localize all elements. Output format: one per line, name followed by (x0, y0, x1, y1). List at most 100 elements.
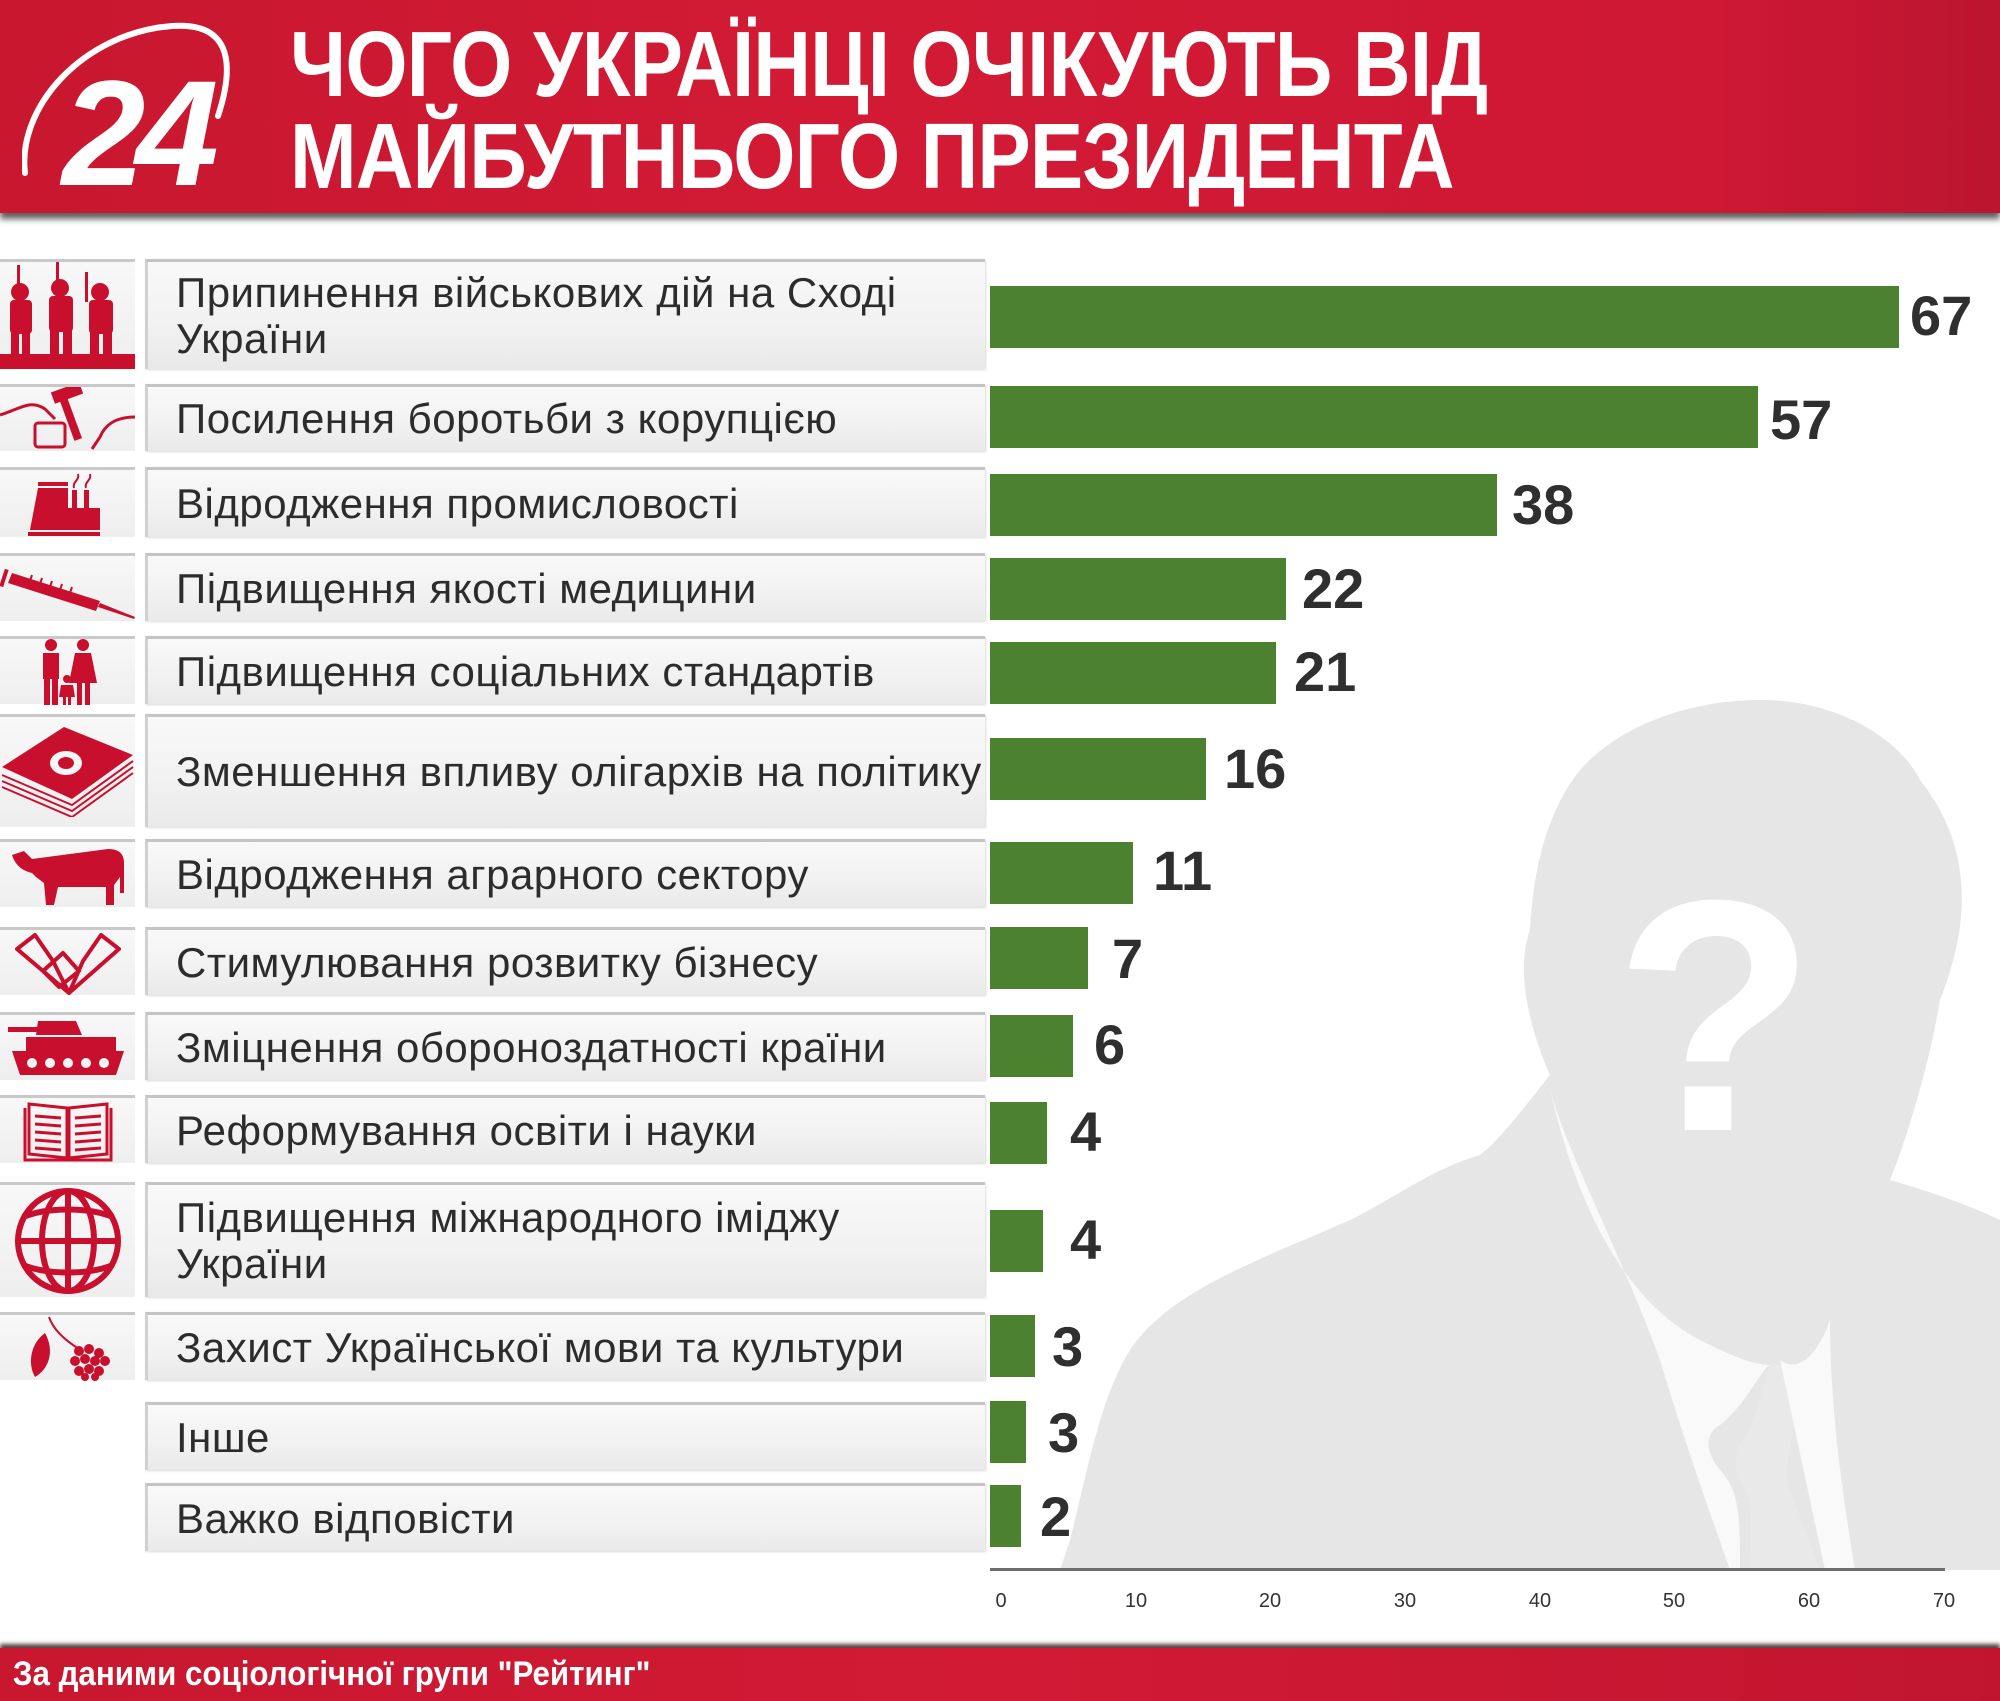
row-label: Посилення боротьби з корупцією (176, 395, 838, 442)
bar-value: 11 (1153, 839, 1213, 902)
x-tick-label: 70 (1932, 1590, 1956, 1612)
row-label-box: Підвищення міжнародного іміджу України (145, 1182, 985, 1297)
soldiers-icon (0, 262, 135, 369)
chart-row: Посилення боротьби з корупцією (0, 384, 1000, 451)
row-icon-box (0, 1012, 135, 1080)
row-icon-box (0, 839, 135, 907)
bar-value: 21 (1294, 640, 1357, 703)
bar-value: 4 (1070, 1208, 1102, 1271)
title-line-1: ЧОГО УКРАЇНЦІ ОЧІКУЮТЬ ВІД (290, 12, 1488, 116)
chart-row: Відродження аграрного сектору (0, 839, 1000, 907)
row-label-box: Підвищення соціальних стандартів (145, 636, 985, 704)
row-label: Стимулювання розвитку бізнесу (176, 938, 819, 986)
bar (990, 558, 1286, 620)
x-tick-label: 50 (1662, 1590, 1686, 1612)
chart-row: Реформування освіти і науки (0, 1095, 1000, 1163)
bar (990, 1102, 1047, 1164)
row-icon-box (0, 636, 135, 705)
chart-row: Важко відповісти (0, 1483, 1000, 1551)
x-tick-label: 60 (1797, 1590, 1821, 1612)
row-label: Інше (176, 1413, 270, 1461)
bar (990, 1015, 1073, 1077)
footer-source-banner: За даними соціологічної групи "Рейтинг" (0, 1648, 2000, 1701)
tank-icon (7, 1020, 124, 1075)
row-label-box: Відродження аграрного сектору (145, 839, 985, 907)
row-icon-box (0, 927, 135, 995)
x-tick-label: 10 (1124, 1590, 1148, 1612)
row-icon-box (0, 384, 135, 451)
bar-value: 22 (1302, 557, 1365, 620)
chart-row: Зменшення впливу олігархів на політику (0, 714, 1000, 827)
bar-value: 57 (1770, 388, 1833, 451)
row-icon-box (0, 553, 135, 621)
row-icon-box (0, 1095, 135, 1163)
row-icon-box (0, 1312, 135, 1381)
bar (990, 842, 1133, 904)
bar-value: 4 (1070, 1100, 1102, 1163)
row-label: Важко відповісти (176, 1494, 515, 1542)
chart-row: Зміцнення обороноздатності країни (0, 1012, 1000, 1080)
bar-value: 3 (1052, 1315, 1084, 1378)
bar-value: 2 (1040, 1485, 1072, 1548)
x-tick-label: 30 (1393, 1590, 1417, 1612)
source-text: За даними соціологічної групи "Рейтинг" (12, 1655, 651, 1693)
logo-number: 24 (62, 49, 219, 217)
row-label-box: Стимулювання розвитку бізнесу (145, 927, 985, 995)
channel-24-logo: 24 (22, 18, 237, 208)
factory-icon (27, 473, 100, 536)
bar (990, 1401, 1026, 1463)
bar-value: 67 (1910, 284, 1973, 347)
chart-row: Припинення військових дій на Сході Украї… (0, 259, 1000, 369)
row-label-box: Важко відповісти (145, 1483, 985, 1551)
row-label: Реформування освіти і науки (176, 1106, 757, 1154)
row-label: Захист Української мови та культури (176, 1323, 905, 1371)
x-axis-line (990, 1568, 1945, 1571)
bar (990, 386, 1758, 448)
bar (990, 1485, 1021, 1547)
bar (990, 1210, 1043, 1272)
row-icon-box (0, 1182, 135, 1297)
bar (990, 1315, 1035, 1377)
row-label: Підвищення якості медицини (176, 564, 757, 612)
anti-corruption-hammer-icon (0, 387, 135, 450)
logo-arc-icon (22, 22, 230, 176)
bar-value: 16 (1224, 737, 1287, 800)
syringe-icon (0, 568, 135, 619)
row-icon-box (0, 259, 135, 369)
bar (990, 642, 1276, 704)
row-icon-box (0, 714, 135, 827)
row-label-box: Відродження промисловості (145, 467, 985, 537)
row-label-box: Захист Української мови та культури (145, 1312, 985, 1380)
row-label: Підвищення соціальних стандартів (176, 647, 875, 695)
x-tick-label: 0 (995, 1590, 1007, 1612)
bar-value: 38 (1512, 473, 1575, 536)
chart-row: Відродження промисловості (0, 467, 1000, 537)
viburnum-icon (30, 1316, 110, 1381)
page-title: ЧОГО УКРАЇНЦІ ОЧІКУЮТЬ ВІД МАЙБУТНЬОГО П… (290, 12, 1488, 208)
book-icon (23, 1101, 112, 1161)
row-label-box: Припинення військових дій на Сході Украї… (145, 259, 985, 369)
bar (990, 927, 1088, 989)
x-tick-label: 40 (1528, 1590, 1552, 1612)
globe-icon (14, 1188, 121, 1294)
unknown-person-silhouette-icon: ? (1060, 700, 2000, 1570)
family-icon (42, 638, 97, 705)
bar (990, 474, 1497, 536)
row-label: Зменшення впливу олігархів на політику (176, 748, 982, 795)
x-tick-label: 20 (1258, 1590, 1282, 1612)
bar-value: 7 (1112, 927, 1144, 990)
bar-value: 3 (1048, 1401, 1080, 1464)
row-label-box: Реформування освіти і науки (145, 1095, 985, 1163)
chart-row: Підвищення якості медицини (0, 553, 1000, 621)
row-label-box: Зменшення впливу олігархів на політику (145, 714, 985, 827)
money-stack-icon (1, 727, 134, 817)
title-line-2: МАЙБУТНЬОГО ПРЕЗИДЕНТА (290, 104, 1454, 208)
row-label-box: Підвищення якості медицини (145, 553, 985, 621)
row-label: Відродження промисловості (176, 479, 739, 527)
handshake-icon (14, 932, 121, 995)
cow-icon (11, 848, 124, 905)
row-label-box: Зміцнення обороноздатності країни (145, 1012, 985, 1080)
bar (990, 738, 1206, 800)
row-icon-box (0, 467, 135, 537)
row-label: Відродження аграрного сектору (176, 850, 809, 898)
